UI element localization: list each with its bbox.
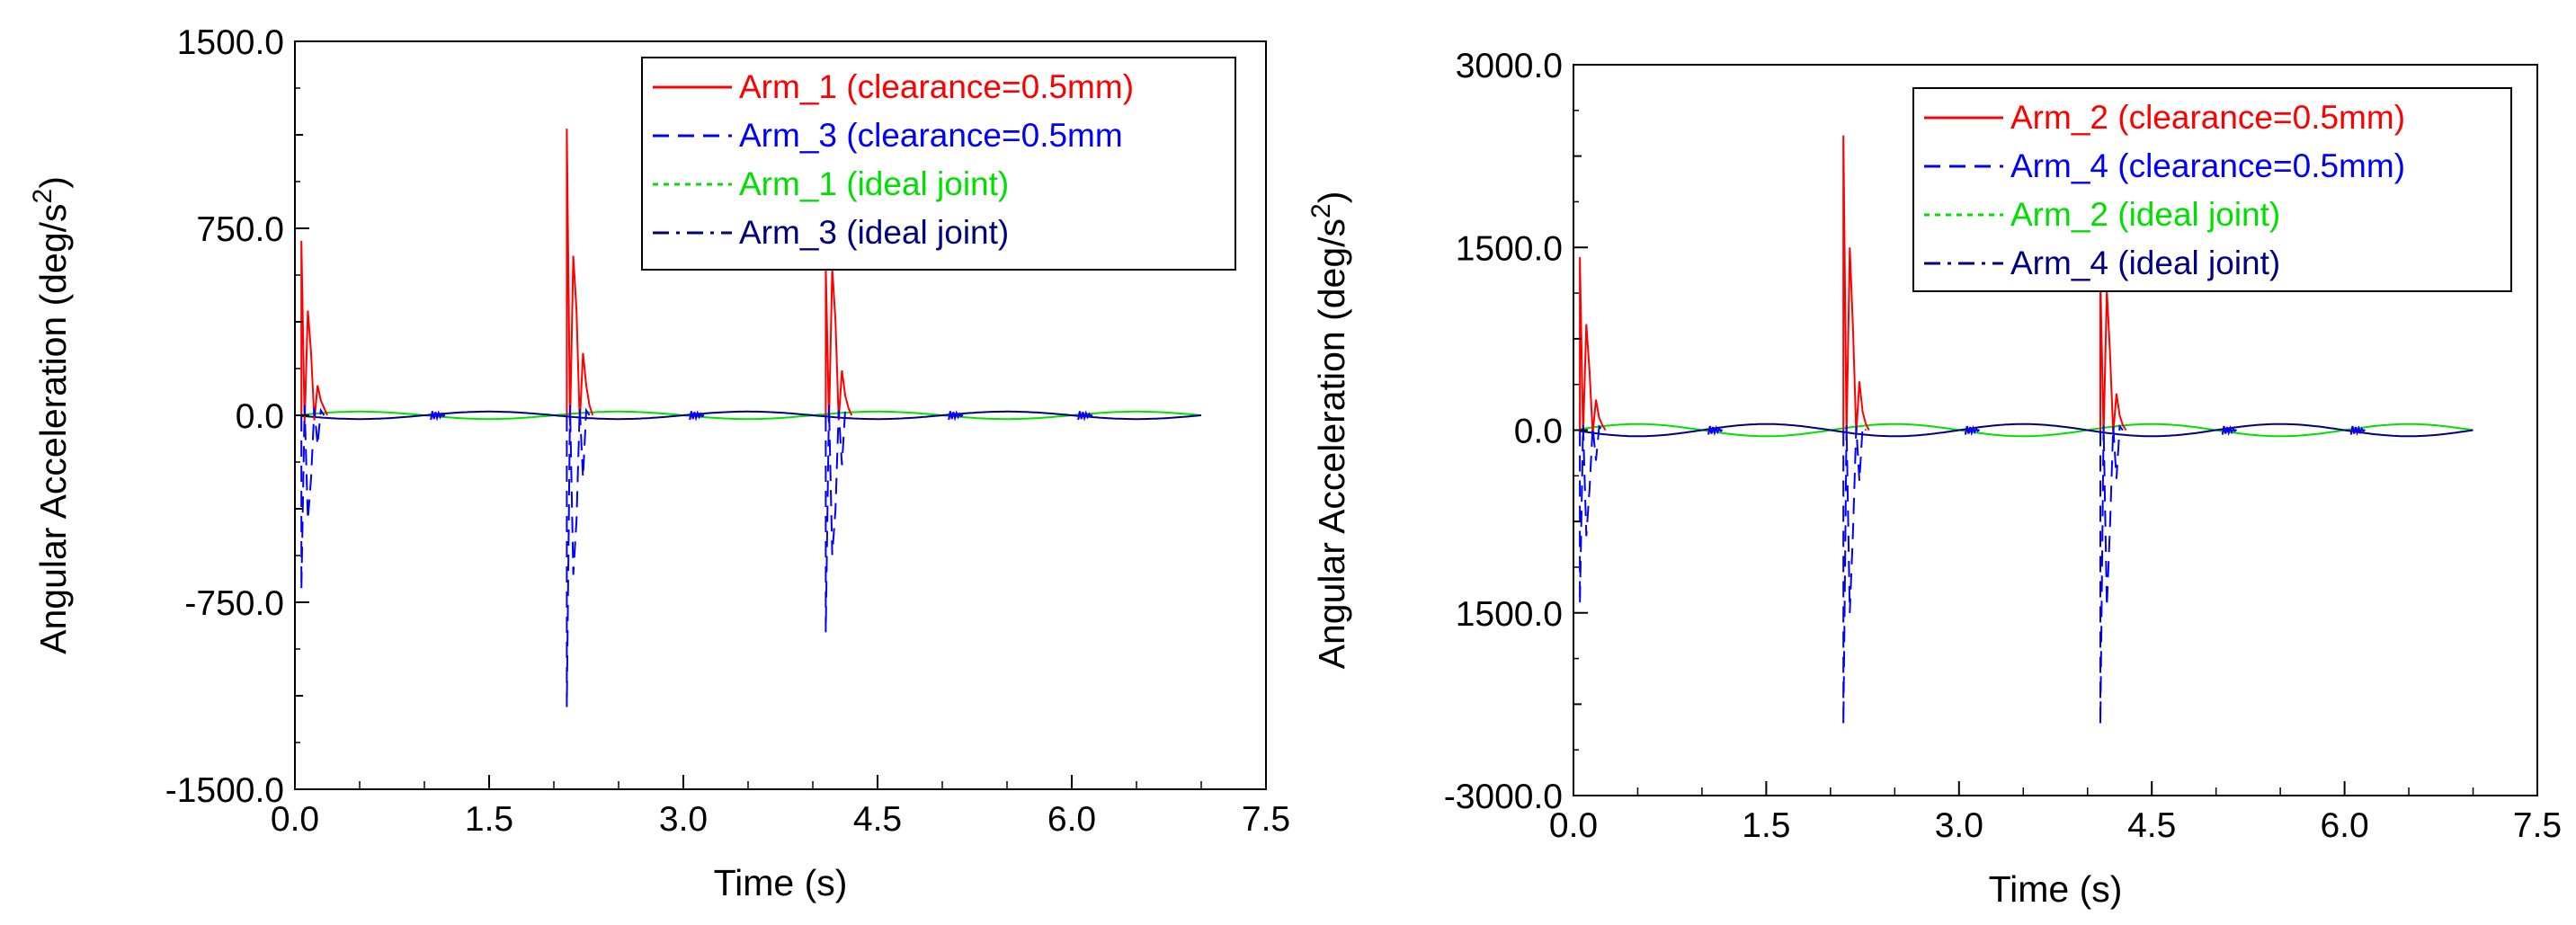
x-tick-label: 4.5: [2127, 806, 2176, 845]
series-line: [430, 410, 446, 422]
y-axis-label-close: ): [1311, 191, 1352, 204]
legend-entry: Arm_1 (clearance=0.5mm): [739, 68, 1134, 105]
x-tick-label: 7.5: [1242, 800, 1290, 839]
series-line: [1964, 425, 1981, 436]
y-axis-label: Angular Acceleration (deg/s2): [1306, 191, 1352, 670]
series-line: [1579, 257, 1607, 435]
y-tick-label: 0.0: [1514, 413, 1563, 451]
legend: Arm_1 (clearance=0.5mm) Arm_3 (clearance=…: [641, 57, 1236, 271]
series-line: [1077, 410, 1093, 422]
legend-entry: Arm_4 (ideal joint): [2010, 245, 2280, 281]
y-tick-label: 1500.0: [177, 23, 284, 62]
y-tick-label: 750.0: [196, 210, 284, 249]
legend-box: [1912, 87, 2512, 292]
series-line: [948, 410, 964, 422]
x-tick-label: 4.5: [853, 800, 902, 839]
series-line: [2349, 425, 2366, 436]
legend-entry: Arm_2 (ideal joint): [2010, 196, 2280, 233]
series-line: [824, 405, 850, 633]
y-tick-label: -750.0: [184, 584, 284, 623]
legend-entry: Arm_2 (clearance=0.5mm): [2010, 99, 2405, 136]
y-tick-label: 1500.0: [1456, 595, 1563, 634]
x-tick-label: 0.0: [1549, 806, 1598, 845]
legend-box: [641, 57, 1236, 271]
y-tick-label: 3000.0: [1456, 47, 1563, 85]
series-line: [301, 410, 1202, 421]
series-line: [1842, 135, 1870, 435]
series-line: [689, 410, 705, 422]
series-line: [2099, 423, 2124, 725]
y-tick-label: -3000.0: [1444, 778, 1563, 816]
series-line: [1579, 422, 2473, 438]
series-line: [2221, 425, 2237, 436]
legend: Arm_2 (clearance=0.5mm) Arm_4 (clearance=…: [1912, 87, 2512, 292]
legend-entry: Arm_1 (ideal joint): [739, 165, 1009, 202]
legend-entry: Arm_4 (clearance=0.5mm): [2010, 147, 2405, 184]
x-axis: 0.0 1.5 3.0 4.5 6.0 7.5: [1549, 781, 2562, 845]
y-axis-label-main: Angular Acceleration (deg/s: [32, 203, 74, 654]
x-tick-label: 7.5: [2513, 806, 2562, 845]
x-axis: 0.0 1.5 3.0 4.5 6.0 7.5: [271, 775, 1290, 839]
series-line: [2099, 278, 2127, 435]
series-line: [1842, 423, 1867, 725]
y-axis-label: Angular Acceleration (deg/s2): [28, 176, 74, 654]
y-tick-label: 1500.0: [1456, 229, 1563, 268]
x-tick-label: 6.0: [1047, 800, 1096, 839]
x-tick-label: 1.5: [465, 800, 513, 839]
x-axis-label: Time (s): [1989, 868, 2123, 910]
y-axis: 1500.0 750.0 0.0 -750.0 -1500.0: [165, 23, 309, 810]
y-axis-label-superscript: 2: [1306, 203, 1336, 218]
y-axis: 3000.0 1500.0 0.0 1500.0 -3000.0: [1444, 47, 1588, 816]
series-group: [300, 129, 1202, 707]
legend-entry: Arm_3 (ideal joint): [739, 214, 1009, 251]
y-axis-label-superscript: 2: [28, 189, 58, 204]
series-line: [824, 265, 853, 423]
series-line: [1707, 425, 1724, 436]
x-tick-label: 3.0: [659, 800, 708, 839]
x-axis-label: Time (s): [714, 862, 848, 903]
series-line: [300, 405, 325, 591]
y-axis-label-close: ): [32, 176, 74, 189]
x-tick-label: 3.0: [1935, 806, 1983, 845]
x-tick-label: 0.0: [271, 800, 319, 839]
legend-entry: Arm_3 (clearance=0.5mm: [739, 117, 1123, 154]
series-line: [1579, 423, 1603, 605]
y-tick-label: 0.0: [236, 397, 284, 436]
series-line: [1579, 422, 2473, 438]
x-tick-label: 6.0: [2320, 806, 2368, 845]
series-line: [566, 129, 594, 426]
series-line: [300, 240, 328, 423]
y-tick-label: -1500.0: [165, 771, 284, 810]
series-line: [566, 405, 591, 707]
series-line: [301, 410, 1202, 421]
y-axis-label-main: Angular Acceleration (deg/s: [1311, 218, 1352, 669]
series-group: [1579, 135, 2473, 725]
x-tick-label: 1.5: [1742, 806, 1790, 845]
